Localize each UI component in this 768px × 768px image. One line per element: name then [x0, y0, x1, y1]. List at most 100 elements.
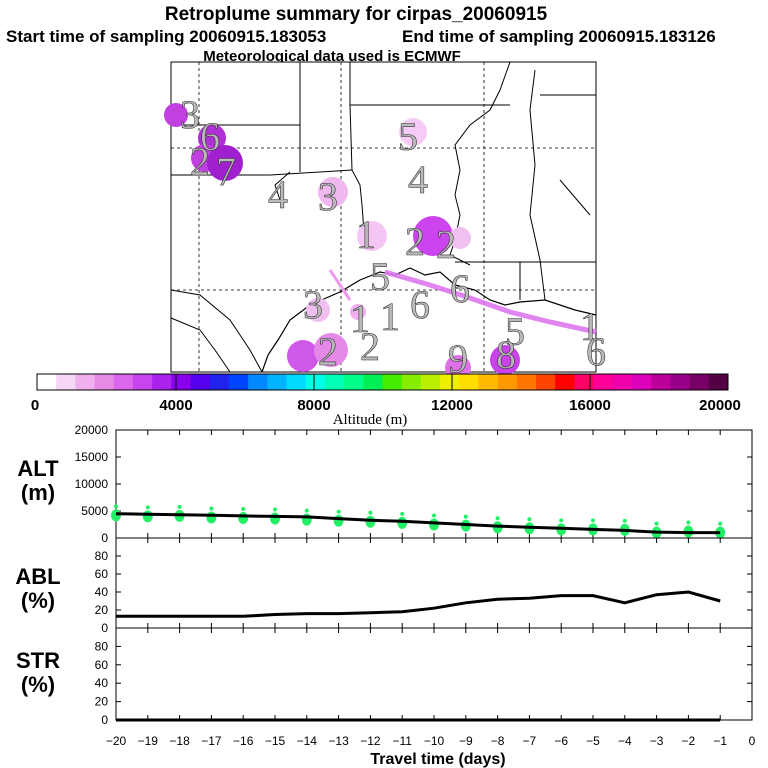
map-day-label: 1: [580, 304, 600, 349]
met-data-label: Meteorological data used is ECMWF: [203, 48, 461, 65]
x-tick-label: −9: [459, 734, 473, 748]
x-tick-label: −10: [424, 734, 445, 748]
x-tick-label: −17: [201, 734, 222, 748]
colorbar-segment: [497, 374, 518, 390]
alt-cluster-point: [177, 504, 182, 509]
colorbar-segment: [574, 374, 595, 390]
colorbar-tick: 4000: [159, 397, 192, 414]
x-tick-label: 0: [749, 734, 756, 748]
colorbar-segment: [401, 374, 422, 390]
abl-axis-unit: (%): [21, 588, 55, 613]
colorbar-segment: [536, 374, 556, 390]
alt-cluster-point: [142, 510, 153, 523]
map-day-label: 3: [303, 282, 323, 327]
alt-cluster-point: [718, 521, 723, 526]
alt-cluster-point: [111, 509, 121, 522]
x-tick-label: −14: [297, 734, 318, 748]
x-tick-label: −11: [392, 734, 412, 748]
colorbar-segment: [248, 374, 268, 390]
x-tick-label: −15: [265, 734, 286, 748]
cluster-9: [357, 221, 387, 251]
colorbar-segment: [75, 374, 96, 390]
colorbar-tick: 12000: [431, 397, 473, 414]
colorbar-segment: [113, 374, 134, 390]
map-day-label: 1: [380, 294, 400, 339]
alt-cluster-point: [495, 516, 500, 521]
x-tick-label: −19: [138, 734, 159, 748]
colorbar-segment: [478, 374, 499, 390]
colorbar-segment: [228, 374, 249, 390]
alt-axis-label: ALT: [17, 456, 59, 481]
colorbar-segment: [209, 374, 230, 390]
alt-axis-unit: (m): [21, 480, 55, 505]
map-day-label: 5: [398, 114, 418, 159]
str-axis-unit: (%): [21, 672, 55, 697]
colorbar-segment: [459, 374, 479, 390]
colorbar-segment: [420, 374, 441, 390]
cluster-4: [207, 145, 243, 181]
figure-title: Retroplume summary for cirpas_20060915: [165, 4, 548, 25]
colorbar-segment: [305, 374, 326, 390]
colorbar-segment: [152, 374, 172, 390]
alt-cluster-point: [686, 520, 691, 525]
x-tick-label: −3: [650, 734, 664, 748]
map-day-label: 1: [356, 212, 376, 257]
colorbar-label: Altitude (m): [333, 412, 408, 428]
map-day-label: 6: [450, 266, 470, 311]
colorbar-frame: [36, 373, 729, 391]
x-tick-label: −8: [491, 734, 505, 748]
y-tick-label: 10000: [75, 477, 109, 491]
cluster-10: [306, 298, 330, 322]
colorbar-segment: [363, 374, 383, 390]
y-tick-label: 20000: [75, 423, 109, 437]
map-panel: 3 6 2 7 4 3 4 5 1 2 2 6 5 3 1 2 1 6 5 1 …: [164, 61, 606, 381]
y-tick-label: 40: [95, 585, 109, 599]
panel-frame-str: [115, 627, 753, 721]
x-tick-label: −4: [618, 734, 632, 748]
y-tick-label: 0: [101, 713, 108, 727]
alt-cluster-point: [400, 511, 405, 516]
y-tick-label: 40: [95, 676, 109, 690]
y-tick-label: 5000: [81, 504, 108, 518]
map-frame: [170, 61, 597, 373]
map-day-label: 5: [505, 309, 525, 354]
y-tick-label: 20: [95, 695, 109, 709]
y-tick-label: 60: [95, 567, 109, 581]
alt-cluster-point: [622, 518, 627, 523]
x-tick-label: −6: [554, 734, 568, 748]
x-tick-label: −2: [682, 734, 696, 748]
alt-cluster-point: [241, 507, 246, 512]
x-tick-label: −20: [106, 734, 127, 748]
map-day-label: 9: [448, 336, 468, 381]
colorbar-segment: [555, 374, 575, 390]
colorbar-segment: [516, 374, 537, 390]
y-tick-label: 15000: [75, 450, 109, 464]
map-day-label: 6: [200, 114, 220, 159]
alt-cluster-point: [145, 505, 150, 510]
map-day-label: 7: [216, 149, 236, 194]
str-axis-label: STR: [16, 648, 60, 673]
colorbar-segment: [593, 374, 614, 390]
x-tick-label: −16: [233, 734, 254, 748]
cluster-5: [399, 118, 427, 146]
y-tick-label: 20: [95, 603, 109, 617]
alt-cluster-point: [591, 518, 595, 523]
particle-clusters: [164, 103, 520, 381]
alt-series-line: [115, 512, 721, 535]
colorbar-segment: [632, 374, 652, 390]
colorbar-segment: [382, 374, 403, 390]
colorbar-tick: 16000: [569, 397, 611, 414]
map-graticule: [171, 62, 596, 372]
cluster-7: [413, 216, 453, 256]
map-day-label: 8: [496, 332, 516, 377]
colorbar-segment: [190, 374, 211, 390]
x-tick-label: −18: [169, 734, 190, 748]
y-tick-label: 80: [95, 639, 109, 653]
map-day-label: 1: [350, 296, 370, 341]
alt-cluster-point: [304, 508, 309, 513]
colorbar-segment: [344, 374, 364, 390]
x-tick-label: −13: [328, 734, 349, 748]
alt-cluster-point: [336, 509, 341, 514]
colorbar-tick: 0: [31, 397, 39, 414]
